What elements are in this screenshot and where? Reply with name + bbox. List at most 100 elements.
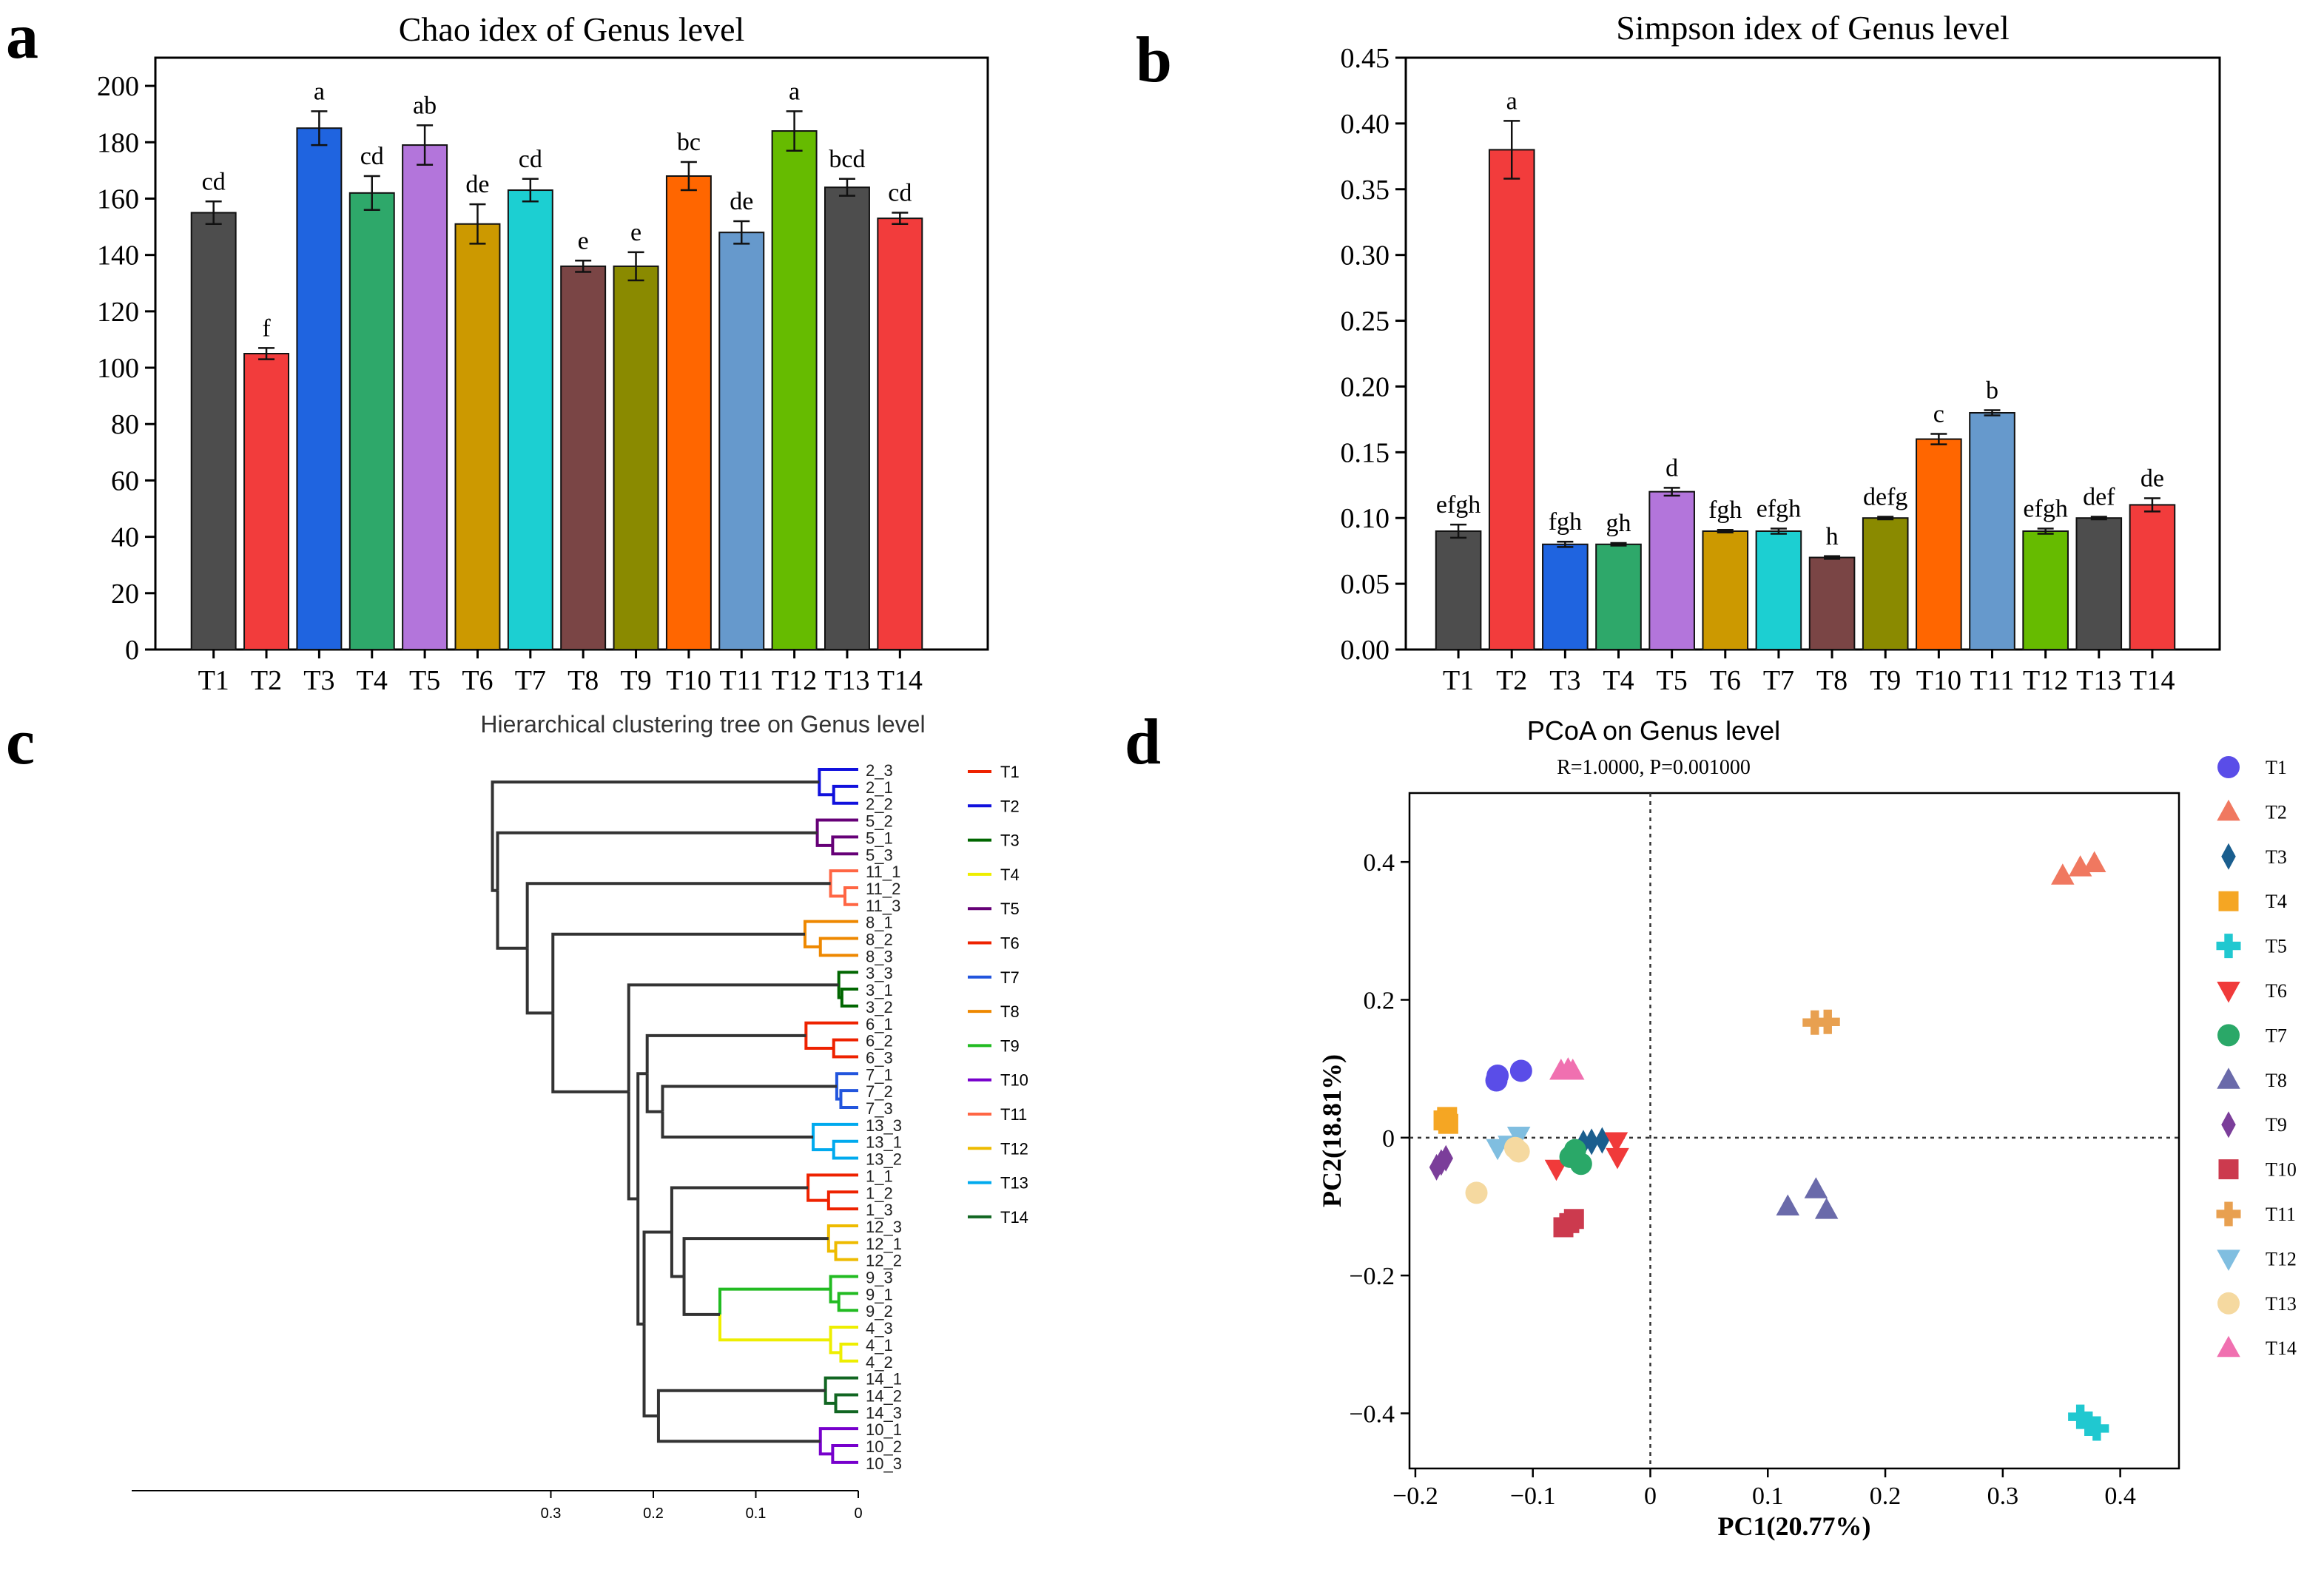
leaf-label: 9_1 bbox=[866, 1285, 893, 1303]
significance-label: de bbox=[465, 171, 489, 198]
significance-label: fgh bbox=[1708, 496, 1742, 524]
panel-letter-a: a bbox=[6, 1, 38, 72]
bar-T13 bbox=[823, 186, 870, 650]
y-tick-label: 0.35 bbox=[1341, 175, 1390, 206]
x-tick-label: T11 bbox=[719, 665, 764, 696]
leaf-label: 9_2 bbox=[866, 1302, 893, 1321]
x-tick-label: T8 bbox=[567, 665, 599, 696]
significance-label: efgh bbox=[1757, 495, 1801, 522]
dendrogram-branch bbox=[826, 1224, 858, 1253]
bar-T8 bbox=[1808, 556, 1856, 650]
bar-T4 bbox=[348, 192, 395, 651]
scatter-subtitle: R=1.0000, P=0.001000 bbox=[1557, 756, 1751, 779]
dendrogram-branch bbox=[491, 780, 820, 837]
bar-T3 bbox=[296, 127, 343, 650]
legend-label: T7 bbox=[1000, 968, 1020, 987]
significance-label: d bbox=[1665, 454, 1678, 482]
dendrogram-branch bbox=[804, 1021, 858, 1050]
legend-marker-T8 bbox=[2217, 1068, 2240, 1089]
significance-label: a bbox=[314, 78, 325, 105]
significance-label: gh bbox=[1606, 510, 1631, 537]
dendrogram-branch bbox=[832, 784, 858, 805]
x-tick-label: T4 bbox=[357, 665, 388, 696]
leaf-label: 8_3 bbox=[866, 947, 893, 965]
y-tick-label: 0.05 bbox=[1341, 569, 1390, 600]
dendrogram-branch bbox=[834, 1393, 858, 1414]
x-tick-label: T4 bbox=[1603, 665, 1634, 696]
significance-label: efgh bbox=[2023, 495, 2067, 522]
significance-label: efgh bbox=[1436, 491, 1481, 519]
legend-marker-T13 bbox=[2217, 1292, 2240, 1315]
point-T7 bbox=[1569, 1153, 1592, 1176]
leaf-label: 4_2 bbox=[866, 1353, 893, 1372]
dendrogram-branch bbox=[818, 768, 858, 797]
dendrogram-branch bbox=[636, 1072, 647, 1199]
bar-T10 bbox=[665, 175, 712, 650]
panel-letter-c: c bbox=[6, 706, 35, 778]
point-T2 bbox=[2051, 863, 2075, 885]
x-tick-label: T12 bbox=[772, 665, 817, 696]
leaf-label: 6_3 bbox=[866, 1048, 893, 1067]
significance-label: bc bbox=[677, 129, 701, 156]
leaf-label: 8_1 bbox=[866, 914, 893, 932]
point-T9 bbox=[1434, 1149, 1449, 1176]
legend-label: T9 bbox=[1000, 1036, 1020, 1055]
leaf-label: 1_2 bbox=[866, 1184, 893, 1202]
dendrogram-branch bbox=[812, 1122, 858, 1152]
y-tick-label: 0.2 bbox=[1364, 987, 1395, 1014]
leaf-label: 10_1 bbox=[866, 1420, 902, 1439]
dendrogram-branch bbox=[496, 890, 528, 950]
y-tick-label: 100 bbox=[97, 353, 139, 384]
x-tick-label: T3 bbox=[1549, 665, 1580, 696]
point-T13 bbox=[1465, 1181, 1488, 1204]
bar-T1 bbox=[1435, 530, 1482, 650]
axis-tick-label: 0.1 bbox=[746, 1505, 767, 1522]
dendrogram-branch bbox=[682, 1237, 829, 1277]
dendrogram-branch bbox=[829, 1326, 858, 1355]
y-tick-label: 0 bbox=[125, 635, 139, 666]
leaf-label: 2_3 bbox=[866, 761, 893, 780]
point-T8 bbox=[1776, 1194, 1800, 1215]
dendrogram-branch bbox=[642, 1323, 659, 1418]
axis-tick-label: 0.2 bbox=[643, 1505, 664, 1522]
legend-label: T11 bbox=[2266, 1204, 2296, 1225]
x-tick-label: T2 bbox=[1496, 665, 1527, 696]
chart-title: Simpson idex of Genus level bbox=[1616, 9, 2010, 47]
leaf-label: 7_3 bbox=[866, 1099, 893, 1118]
y-tick-label: 0.4 bbox=[1364, 849, 1395, 877]
x-tick-label: 0.3 bbox=[1987, 1483, 2019, 1510]
leaf-label: 3_1 bbox=[866, 981, 893, 999]
y-tick-label: 140 bbox=[97, 240, 139, 272]
y-tick-label: 200 bbox=[97, 71, 139, 102]
leaf-label: 13_2 bbox=[866, 1150, 902, 1169]
x-axis-label: PC1(20.77%) bbox=[1718, 1511, 1871, 1541]
chao-bar-chart: Chao idex of Genus level 0 20 40 60 80 100 120 1… bbox=[97, 10, 989, 696]
legend-label: T10 bbox=[2266, 1159, 2297, 1181]
dendrogram-branch bbox=[670, 1186, 809, 1232]
x-tick-label: T10 bbox=[1916, 665, 1961, 696]
significance-label: a bbox=[1506, 87, 1518, 115]
significance-label: bcd bbox=[829, 146, 865, 173]
significance-label: h bbox=[1826, 523, 1839, 550]
y-tick-label: 0.30 bbox=[1341, 240, 1390, 272]
pcoa-scatter-plot: PCoA on Genus level R=1.0000, P=0.001000 −… bbox=[1317, 715, 2297, 1541]
dendrogram-branch bbox=[843, 886, 858, 906]
dendrogram-branch bbox=[823, 1376, 858, 1405]
dendrogram-branch bbox=[496, 831, 818, 891]
dendrogram-branch bbox=[645, 1073, 663, 1113]
legend-marker-T1 bbox=[2217, 756, 2240, 778]
leaf-label: 11_1 bbox=[866, 863, 900, 881]
significance-label: de bbox=[730, 188, 753, 215]
y-axis-label: PC2(18.81%) bbox=[1317, 1054, 1347, 1207]
panel-letter-b: b bbox=[1136, 24, 1172, 96]
x-tick-label: T7 bbox=[515, 665, 546, 696]
y-tick-label: 120 bbox=[97, 297, 139, 328]
leaf-label: 4_1 bbox=[866, 1336, 893, 1355]
x-tick-label: T8 bbox=[1816, 665, 1848, 696]
leaf-label: 5_1 bbox=[866, 829, 893, 847]
bar-T6 bbox=[454, 223, 501, 650]
dendrogram-branch bbox=[682, 1276, 721, 1316]
axis-tick-label: 0.3 bbox=[541, 1505, 562, 1522]
significance-label: fgh bbox=[1549, 508, 1582, 536]
point-T6 bbox=[1604, 1132, 1629, 1153]
